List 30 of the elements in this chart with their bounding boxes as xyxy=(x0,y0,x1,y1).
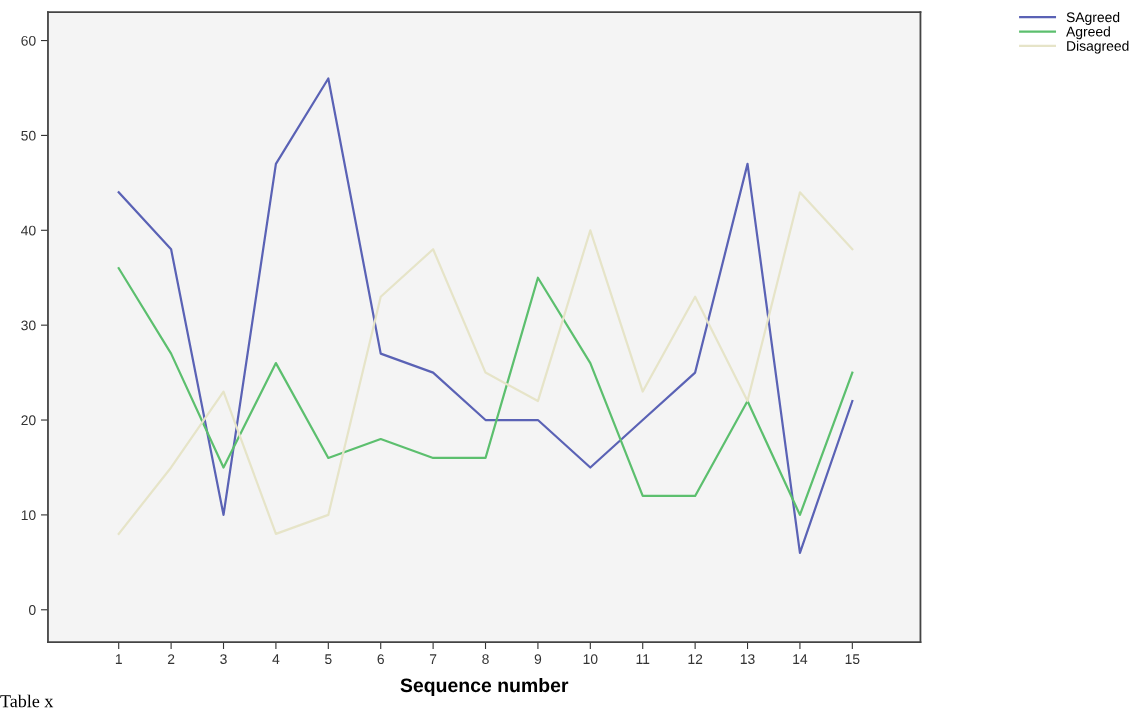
line-series xyxy=(117,77,854,554)
line-series xyxy=(117,191,854,535)
x-tick-label: 1 xyxy=(115,654,122,664)
line-series xyxy=(117,267,854,517)
x-tick-label: 5 xyxy=(325,654,332,665)
y-tick-label: 20 xyxy=(21,415,36,426)
x-tick-label: 10 xyxy=(583,654,598,665)
x-tick-label: 8 xyxy=(482,654,489,665)
y-tick-label: 30 xyxy=(21,320,36,331)
y-tick-label: 60 xyxy=(21,35,36,46)
legend-label: Disagreed xyxy=(1067,40,1129,54)
x-tick-label: 13 xyxy=(740,654,755,665)
y-tick-label: 50 xyxy=(21,130,36,141)
y-tick-label: 10 xyxy=(21,510,36,521)
legend-label: Agreed xyxy=(1066,26,1110,40)
x-tick-label: 12 xyxy=(688,654,703,664)
x-tick-label: 11 xyxy=(636,654,650,664)
x-axis-title: Sequence number xyxy=(400,677,569,697)
x-tick-label: 6 xyxy=(377,654,384,665)
x-tick-label: 4 xyxy=(272,654,280,664)
x-tick-label: 9 xyxy=(534,654,542,665)
y-tick-label: 40 xyxy=(21,225,36,236)
x-tick-label: 15 xyxy=(845,654,860,665)
x-tick-label: 3 xyxy=(220,654,227,665)
y-tick-label: 0 xyxy=(28,605,36,615)
text: Table x xyxy=(0,694,54,708)
x-tick-label: 2 xyxy=(167,654,175,664)
x-tick-label: 7 xyxy=(429,654,437,664)
x-tick-label: 14 xyxy=(793,654,808,664)
legend-label: SAgreed xyxy=(1066,11,1120,25)
